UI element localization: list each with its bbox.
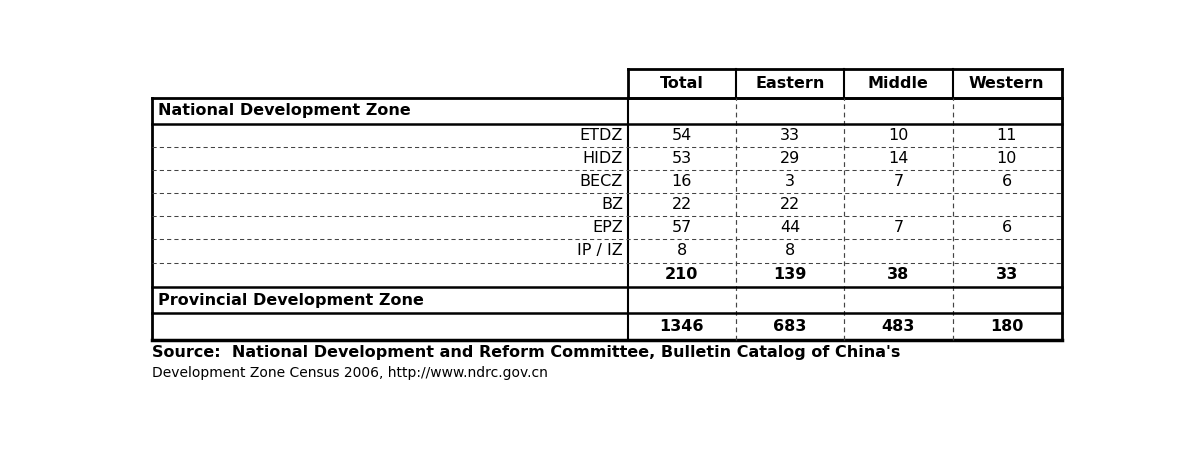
Text: 7: 7 xyxy=(894,220,903,235)
Text: 22: 22 xyxy=(671,197,691,212)
Text: Development Zone Census 2006, http://www.ndrc.gov.cn: Development Zone Census 2006, http://www… xyxy=(152,366,548,380)
Text: 139: 139 xyxy=(773,267,806,282)
Text: HIDZ: HIDZ xyxy=(583,151,623,166)
Text: 6: 6 xyxy=(1002,220,1012,235)
Text: 210: 210 xyxy=(665,267,699,282)
Text: 54: 54 xyxy=(671,128,691,143)
Text: 29: 29 xyxy=(780,151,800,166)
Text: ETDZ: ETDZ xyxy=(580,128,623,143)
Text: Western: Western xyxy=(969,75,1044,91)
Text: Provincial Development Zone: Provincial Development Zone xyxy=(159,293,424,308)
Text: 44: 44 xyxy=(780,220,800,235)
Text: 7: 7 xyxy=(894,174,903,189)
Text: 22: 22 xyxy=(780,197,800,212)
Text: National Development Zone: National Development Zone xyxy=(159,103,411,119)
Text: IP / IZ: IP / IZ xyxy=(578,243,623,259)
Text: 483: 483 xyxy=(882,319,915,334)
Text: Eastern: Eastern xyxy=(755,75,825,91)
Text: 16: 16 xyxy=(671,174,693,189)
Text: BZ: BZ xyxy=(601,197,623,212)
Text: Total: Total xyxy=(659,75,703,91)
Text: 683: 683 xyxy=(773,319,806,334)
Text: 14: 14 xyxy=(888,151,908,166)
Text: 10: 10 xyxy=(888,128,908,143)
Text: 33: 33 xyxy=(996,267,1018,282)
Text: 180: 180 xyxy=(990,319,1023,334)
Text: 11: 11 xyxy=(997,128,1017,143)
Text: 3: 3 xyxy=(785,174,796,189)
Text: 8: 8 xyxy=(677,243,687,259)
Text: 1346: 1346 xyxy=(659,319,704,334)
Text: 8: 8 xyxy=(785,243,796,259)
Text: 10: 10 xyxy=(997,151,1017,166)
Text: Middle: Middle xyxy=(868,75,928,91)
Text: 53: 53 xyxy=(671,151,691,166)
Text: 33: 33 xyxy=(780,128,800,143)
Text: BECZ: BECZ xyxy=(580,174,623,189)
Text: Source:  National Development and Reform Committee, Bulletin Catalog of China's: Source: National Development and Reform … xyxy=(152,345,900,360)
Text: 57: 57 xyxy=(671,220,691,235)
Text: EPZ: EPZ xyxy=(592,220,623,235)
Text: 38: 38 xyxy=(887,267,909,282)
Text: 6: 6 xyxy=(1002,174,1012,189)
